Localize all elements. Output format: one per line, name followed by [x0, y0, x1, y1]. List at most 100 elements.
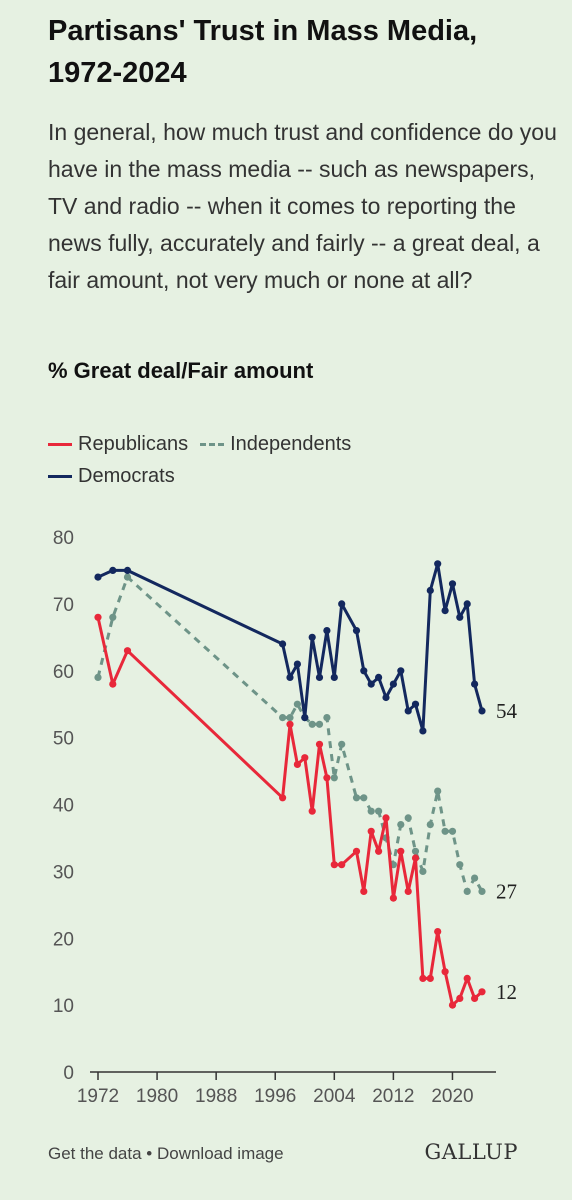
data-point-democrats-2013[interactable]: [397, 667, 405, 675]
data-point-republicans-2015[interactable]: [411, 854, 420, 862]
data-point-republicans-1974[interactable]: [109, 680, 117, 688]
x-tick-label-1988: 1988: [195, 1086, 237, 1107]
data-point-democrats-1997[interactable]: [279, 640, 287, 648]
data-point-independents-1999[interactable]: [293, 700, 301, 708]
data-point-independents-2013[interactable]: [397, 821, 405, 829]
data-point-democrats-2014[interactable]: [404, 707, 412, 715]
data-point-democrats-2003[interactable]: [323, 627, 331, 635]
data-point-democrats-2023[interactable]: [471, 680, 479, 688]
data-point-republicans-2011[interactable]: [382, 814, 390, 822]
data-point-republicans-2024[interactable]: [478, 988, 486, 996]
data-point-independents-1998[interactable]: [286, 714, 294, 722]
data-point-democrats-1998[interactable]: [286, 673, 294, 681]
data-point-democrats-2001[interactable]: [308, 633, 316, 641]
data-point-independents-2021[interactable]: [456, 861, 464, 869]
data-point-democrats-2016[interactable]: [419, 727, 427, 735]
data-point-republicans-2000[interactable]: [301, 754, 309, 762]
data-point-republicans-2003[interactable]: [323, 774, 331, 782]
data-point-republicans-2004[interactable]: [330, 861, 338, 869]
data-point-independents-2004[interactable]: [330, 774, 338, 782]
data-point-republicans-2022[interactable]: [463, 974, 471, 982]
data-point-republicans-2013[interactable]: [397, 847, 405, 855]
data-point-republicans-2014[interactable]: [404, 887, 412, 895]
data-point-independents-1972[interactable]: [94, 673, 102, 681]
data-point-independents-2010[interactable]: [375, 807, 383, 815]
data-point-democrats-2012[interactable]: [389, 680, 397, 688]
data-point-democrats-1972[interactable]: [94, 573, 102, 581]
data-point-democrats-2010[interactable]: [375, 673, 383, 681]
data-point-democrats-2017[interactable]: [426, 586, 434, 595]
data-point-independents-2016[interactable]: [419, 867, 427, 875]
data-point-democrats-2007[interactable]: [352, 627, 361, 635]
data-point-independents-1976[interactable]: [123, 573, 132, 581]
legend-label-republicans: Republicans: [78, 432, 189, 455]
data-point-republicans-1998[interactable]: [286, 720, 294, 728]
data-point-republicans-2009[interactable]: [367, 827, 375, 835]
legend-item-independents[interactable]: Independents: [200, 433, 351, 456]
y-tick-label-0: 0: [63, 1063, 74, 1084]
data-point-democrats-2024[interactable]: [478, 707, 486, 715]
data-point-republicans-1997[interactable]: [279, 794, 287, 802]
data-point-republicans-2007[interactable]: [352, 847, 361, 855]
data-point-independents-2005[interactable]: [338, 740, 346, 748]
data-point-independents-1974[interactable]: [109, 613, 117, 621]
data-point-independents-2020[interactable]: [448, 827, 457, 835]
data-point-independents-2003[interactable]: [323, 714, 331, 722]
data-point-democrats-2008[interactable]: [360, 667, 368, 675]
data-point-independents-2022[interactable]: [463, 887, 471, 895]
data-point-republicans-2016[interactable]: [419, 974, 427, 982]
data-point-democrats-2002[interactable]: [315, 673, 324, 681]
data-point-independents-2009[interactable]: [367, 807, 375, 815]
data-point-democrats-2009[interactable]: [367, 680, 375, 688]
data-point-republicans-1976[interactable]: [123, 647, 132, 655]
data-point-republicans-2005[interactable]: [338, 861, 346, 869]
series-layer: 27 12 54: [94, 560, 518, 1009]
data-point-democrats-2000[interactable]: [301, 714, 309, 722]
data-point-republicans-2023[interactable]: [471, 994, 479, 1002]
data-point-republicans-2008[interactable]: [360, 887, 368, 895]
data-point-democrats-2022[interactable]: [463, 600, 471, 608]
data-point-democrats-2020[interactable]: [448, 580, 457, 588]
data-point-independents-2007[interactable]: [352, 794, 361, 802]
chart-subtitle: In general, how much trust and confidenc…: [48, 119, 557, 293]
data-point-democrats-1976[interactable]: [123, 566, 132, 574]
data-point-republicans-2018[interactable]: [434, 928, 442, 936]
data-point-independents-2008[interactable]: [360, 794, 368, 802]
end-label-democrats: 54: [496, 699, 518, 723]
data-point-independents-2001[interactable]: [308, 720, 316, 728]
data-point-democrats-2015[interactable]: [411, 700, 420, 708]
data-point-democrats-2021[interactable]: [456, 613, 464, 621]
data-point-democrats-2018[interactable]: [434, 560, 442, 568]
data-point-democrats-2011[interactable]: [382, 693, 390, 702]
data-point-independents-2002[interactable]: [315, 720, 324, 728]
data-point-republicans-2001[interactable]: [308, 807, 316, 815]
data-point-independents-2023[interactable]: [471, 874, 479, 882]
data-point-republicans-2002[interactable]: [315, 740, 324, 748]
data-point-democrats-1974[interactable]: [109, 566, 117, 574]
data-point-republicans-2020[interactable]: [448, 1001, 457, 1009]
data-point-republicans-2017[interactable]: [426, 974, 434, 982]
data-point-republicans-2021[interactable]: [456, 994, 464, 1002]
data-point-democrats-2019[interactable]: [441, 607, 449, 615]
data-point-republicans-2012[interactable]: [389, 894, 397, 902]
data-point-republicans-2010[interactable]: [375, 847, 383, 855]
data-point-republicans-1972[interactable]: [94, 613, 102, 621]
y-tick-label-40: 40: [53, 796, 74, 817]
data-point-democrats-2005[interactable]: [338, 600, 346, 608]
data-point-democrats-1999[interactable]: [293, 660, 301, 668]
data-point-independents-1997[interactable]: [279, 714, 287, 722]
x-tick-label-2004: 2004: [313, 1086, 356, 1107]
data-point-republicans-1999[interactable]: [293, 760, 301, 768]
footer-links[interactable]: Get the data • Download image: [48, 1144, 284, 1163]
legend-item-republicans[interactable]: Republicans: [48, 433, 188, 456]
data-point-independents-2019[interactable]: [441, 827, 449, 835]
data-point-republicans-2019[interactable]: [441, 968, 449, 976]
data-point-independents-2018[interactable]: [434, 787, 442, 795]
data-point-independents-2015[interactable]: [411, 847, 420, 855]
end-label-republicans: 12: [496, 980, 517, 1004]
data-point-independents-2017[interactable]: [426, 821, 434, 829]
legend-item-democrats[interactable]: Democrats: [48, 465, 175, 488]
data-point-independents-2024[interactable]: [478, 887, 486, 895]
data-point-independents-2014[interactable]: [404, 814, 412, 822]
data-point-democrats-2004[interactable]: [330, 673, 338, 681]
